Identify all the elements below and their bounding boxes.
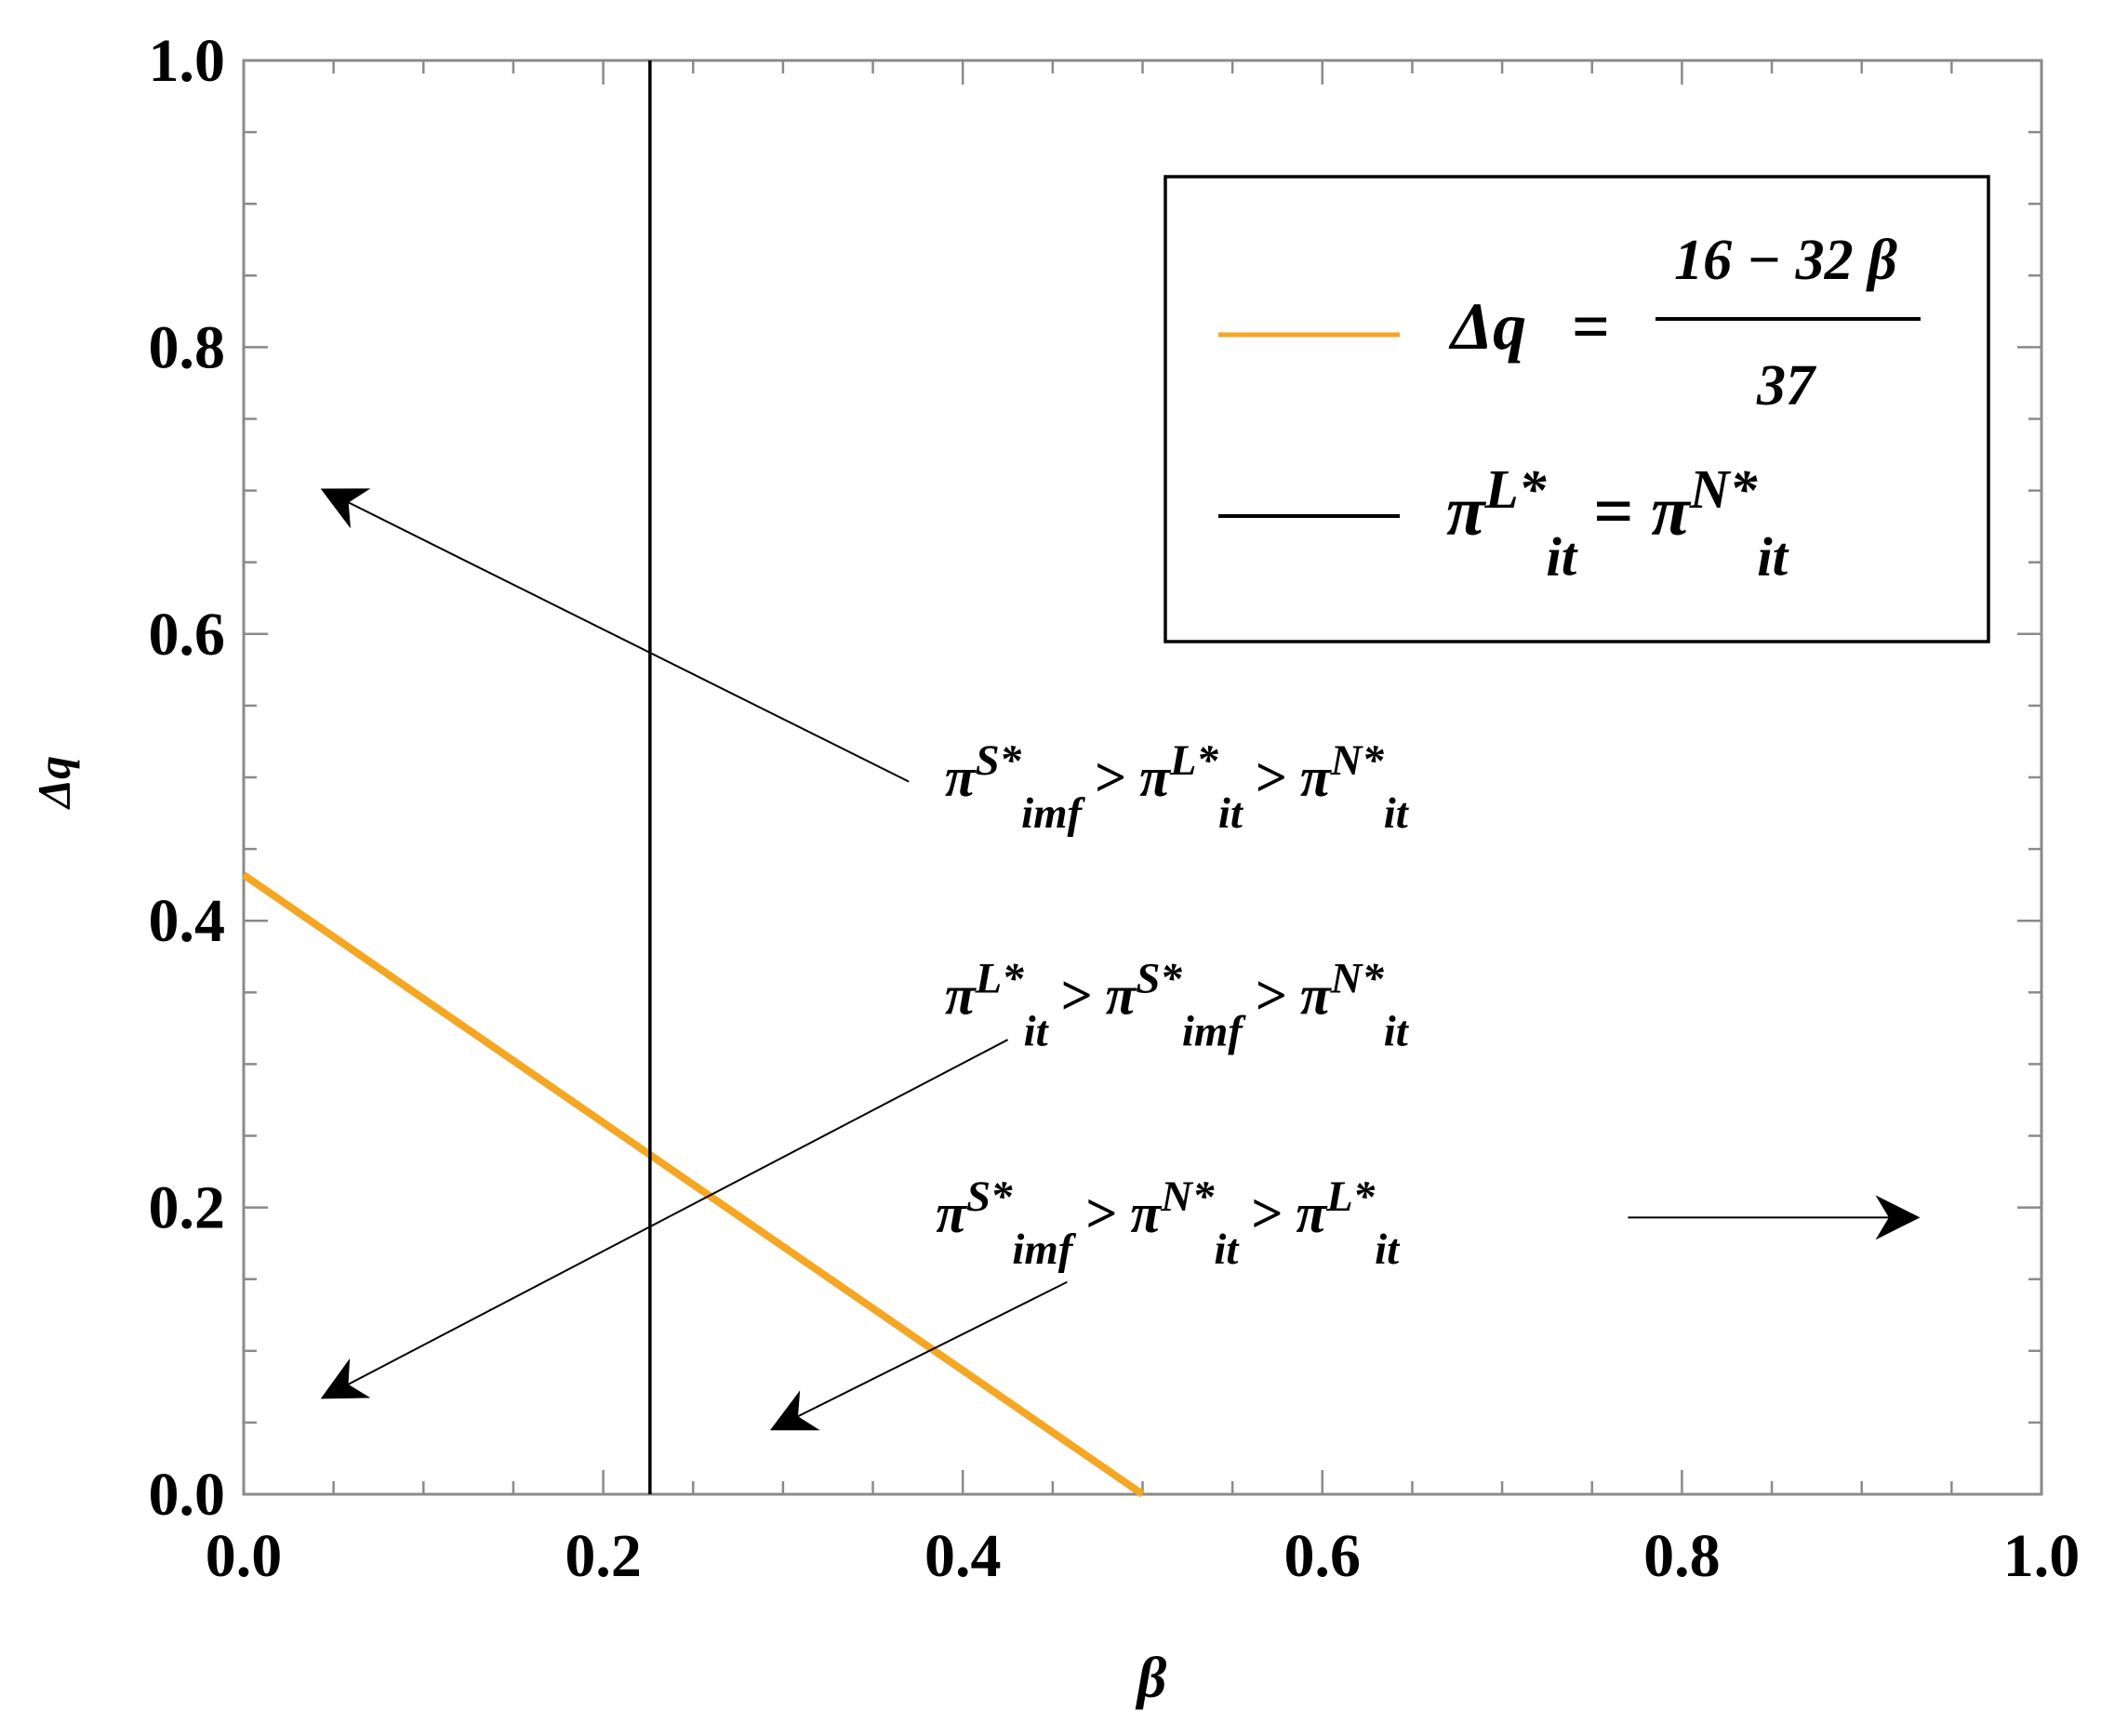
math-term: πS*imf [945, 736, 1086, 838]
y-tick-label: 0.6 [149, 601, 226, 669]
y-tick-label: 0.8 [149, 313, 226, 381]
annotation-arrow [320, 1039, 1008, 1399]
inequality-sign: > [1061, 964, 1093, 1026]
y-tick-label: 0.2 [149, 1174, 226, 1242]
annotation-2: πL*it> πS*imf> πN*it [320, 955, 1410, 1399]
x-tick-label: 0.0 [206, 1522, 283, 1590]
math-term: πL*it [1446, 458, 1578, 587]
legend-label-1-numerator: 16 − 32 β [1674, 229, 1897, 292]
x-tick-label: 0.8 [1643, 1522, 1721, 1590]
legend-box [1164, 175, 1990, 643]
legend-label-2-eq: = [1593, 472, 1633, 550]
x-tick-label: 0.4 [924, 1522, 1002, 1590]
legend-label-1-denominator: 37 [1756, 354, 1817, 417]
math-term: πN*it [1651, 458, 1789, 587]
inequality-sign: > [1251, 1183, 1283, 1244]
y-axis-label: Δq [28, 756, 80, 810]
math-term: πN*it [1130, 1173, 1240, 1274]
annotation-3: πS*imf> πN*it> πL*it [769, 1173, 1921, 1431]
math-term: πS*imf [936, 1173, 1077, 1274]
math-term: πN*it [1300, 736, 1410, 838]
math-term: πL*it [1139, 736, 1244, 838]
x-axis-label: β [1136, 1647, 1167, 1710]
x-tick-label: 1.0 [2003, 1522, 2081, 1590]
math-term: πS*imf [1106, 955, 1247, 1056]
annotation-1: πS*imf> πL*it> πN*it [320, 488, 1410, 838]
x-tick-label: 0.2 [565, 1522, 642, 1590]
inequality-sign: > [1256, 964, 1287, 1026]
inequality-sign: > [1085, 1183, 1117, 1244]
legend-label-1-lhs: Δq [1448, 289, 1526, 364]
annotation-arrow [320, 488, 910, 783]
inequality-sign: > [1256, 747, 1287, 808]
math-term: πN*it [1300, 955, 1410, 1056]
legend-label-2: πL*it= πN*it [1446, 458, 1789, 587]
axis-labels: 0.0 0.2 0.4 0.6 0.8 1.0 0.0 0.2 0.4 0.6 0.8 1.0 β Δq [28, 27, 2080, 1710]
y-tick-label: 1.0 [149, 27, 226, 95]
y-tick-label: 0.0 [149, 1461, 226, 1529]
y-tick-label: 0.4 [149, 887, 226, 955]
math-term: πL*it [1296, 1173, 1401, 1274]
annotation-arrow [769, 1280, 1068, 1431]
inequality-sign: > [1095, 747, 1126, 808]
series-line-1 [241, 871, 1145, 1498]
x-tick-label: 0.6 [1284, 1522, 1362, 1590]
series-layer [241, 60, 1145, 1498]
legend-label-1-eq: = [1572, 289, 1610, 364]
math-term: πL*it [945, 955, 1050, 1056]
